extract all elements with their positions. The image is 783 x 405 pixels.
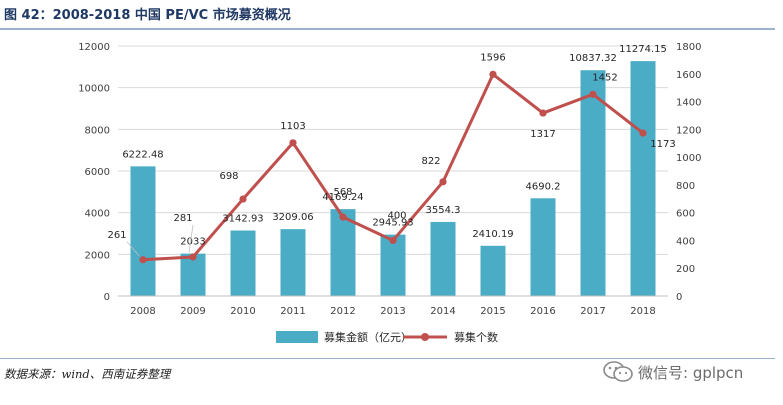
line-value-label: 1317 xyxy=(530,129,555,140)
bar-data-labels: 6222.48 2033 3142.93 3209.06 4169.24 2945.93 3… xyxy=(122,44,667,248)
line-point xyxy=(639,129,647,137)
title-divider xyxy=(0,28,775,30)
watermark-text: 微信号: gplpcn xyxy=(638,364,744,382)
wechat-icon xyxy=(603,361,633,382)
bar-value-label: 2410.19 xyxy=(472,229,513,240)
bar-value-label: 2945.93 xyxy=(372,218,413,229)
right-tick-label: 1200 xyxy=(676,125,701,136)
line-point xyxy=(389,236,397,245)
bar-series xyxy=(130,61,656,297)
legend-line-marker xyxy=(421,333,429,341)
line-value-label: 1596 xyxy=(480,52,505,63)
line-series xyxy=(139,70,647,264)
line-point xyxy=(339,213,347,221)
left-tick-label: 10000 xyxy=(78,84,110,95)
right-tick-label: 800 xyxy=(676,181,695,192)
left-tick-label: 12000 xyxy=(78,42,110,53)
x-tick-label: 2013 xyxy=(380,306,405,317)
left-tick-label: 4000 xyxy=(85,209,110,220)
line-point xyxy=(239,195,247,203)
figure-header: 图 42：2008-2018 中国 PE/VC 市场募资概况 xyxy=(0,0,783,26)
x-tick-label: 2012 xyxy=(330,306,355,317)
bar-value-label: 6222.48 xyxy=(122,149,163,160)
label-leader-line xyxy=(126,241,140,257)
right-tick-label: 1400 xyxy=(676,98,701,109)
right-tick-label: 200 xyxy=(676,264,695,275)
bar xyxy=(430,221,456,296)
bar-value-label: 4690.2 xyxy=(526,181,561,192)
line-value-label: 698 xyxy=(219,171,238,182)
legend-bar-swatch xyxy=(276,331,318,343)
x-tick-label: 2015 xyxy=(480,306,505,317)
right-tick-label: 0 xyxy=(676,292,682,303)
line-value-label: 1452 xyxy=(592,72,617,83)
count-line xyxy=(142,72,644,262)
bar-value-label: 4169.24 xyxy=(322,192,363,203)
x-tick-label: 2009 xyxy=(180,306,205,317)
bar-value-label: 11274.15 xyxy=(619,44,667,55)
line-value-label: 1173 xyxy=(650,139,675,150)
right-y-axis: 0 200 400 600 800 1000 1200 1400 1600 1800 xyxy=(676,42,701,303)
bar xyxy=(630,61,656,297)
legend-bar-label: 募集金额（亿元） xyxy=(324,330,412,344)
line-point xyxy=(589,90,597,98)
line-value-label: 822 xyxy=(421,156,440,167)
line-point xyxy=(539,109,547,117)
bar-value-label: 2033 xyxy=(180,237,205,248)
line-point xyxy=(489,70,497,78)
right-tick-label: 1800 xyxy=(676,42,701,53)
right-tick-label: 1600 xyxy=(676,70,701,81)
line-value-label: 568 xyxy=(333,187,352,198)
x-tick-label: 2014 xyxy=(430,306,455,317)
data-source-note: 数据来源：wind、西南证券整理 xyxy=(4,367,171,381)
bar xyxy=(330,209,356,296)
right-tick-label: 600 xyxy=(676,209,695,220)
line-value-label: 281 xyxy=(173,213,192,224)
x-tick-label: 2018 xyxy=(630,306,655,317)
left-tick-label: 8000 xyxy=(85,125,110,136)
bar xyxy=(280,229,306,296)
bar xyxy=(130,166,156,296)
bar-value-label: 3142.93 xyxy=(222,214,263,225)
line-value-label: 261 xyxy=(107,230,126,241)
right-tick-label: 400 xyxy=(676,236,695,247)
x-tick-label: 2016 xyxy=(530,306,555,317)
label-leader-line xyxy=(188,224,194,254)
line-point xyxy=(189,253,197,261)
left-y-axis: 0 2000 4000 6000 8000 10000 12000 xyxy=(78,42,110,303)
footer-divider xyxy=(0,358,775,359)
left-tick-label: 0 xyxy=(104,292,110,303)
line-value-label: 1103 xyxy=(280,121,305,132)
grid-lines xyxy=(118,45,668,255)
bar-value-label: 3209.06 xyxy=(272,212,313,223)
chart-legend: 募集金额（亿元） 募集个数 xyxy=(276,330,498,344)
x-tick-label: 2010 xyxy=(230,306,255,317)
bar xyxy=(580,70,606,296)
legend-line-label: 募集个数 xyxy=(454,330,498,344)
x-tick-label: 2008 xyxy=(130,306,155,317)
x-axis: 2008 2009 2010 2011 2012 2013 2014 2015 2016 2017… xyxy=(118,295,668,317)
x-tick-label: 2011 xyxy=(280,306,305,317)
wechat-watermark: 微信号: gplpcn xyxy=(600,358,780,386)
line-point xyxy=(139,256,147,264)
line-data-labels: 261 281 698 1103 568 400 822 1596 1317 1452 1173 xyxy=(107,52,676,257)
bar xyxy=(380,234,406,296)
bar xyxy=(230,230,256,296)
bar xyxy=(180,253,206,296)
left-tick-label: 2000 xyxy=(85,250,110,261)
line-point xyxy=(439,178,447,186)
bar xyxy=(480,245,506,296)
left-tick-label: 6000 xyxy=(85,167,110,178)
fundraising-chart: 0 2000 4000 6000 8000 10000 12000 0 200 400 600 80… xyxy=(78,42,701,344)
figure-title: 图 42：2008-2018 中国 PE/VC 市场募资概况 xyxy=(4,8,291,23)
bar-value-label: 3554.3 xyxy=(426,205,461,216)
bar-value-label: 10837.32 xyxy=(569,53,617,64)
bar xyxy=(530,198,556,296)
right-tick-label: 1000 xyxy=(676,153,701,164)
line-value-label: 400 xyxy=(387,210,406,221)
line-point xyxy=(289,139,297,147)
x-tick-label: 2017 xyxy=(580,306,605,317)
